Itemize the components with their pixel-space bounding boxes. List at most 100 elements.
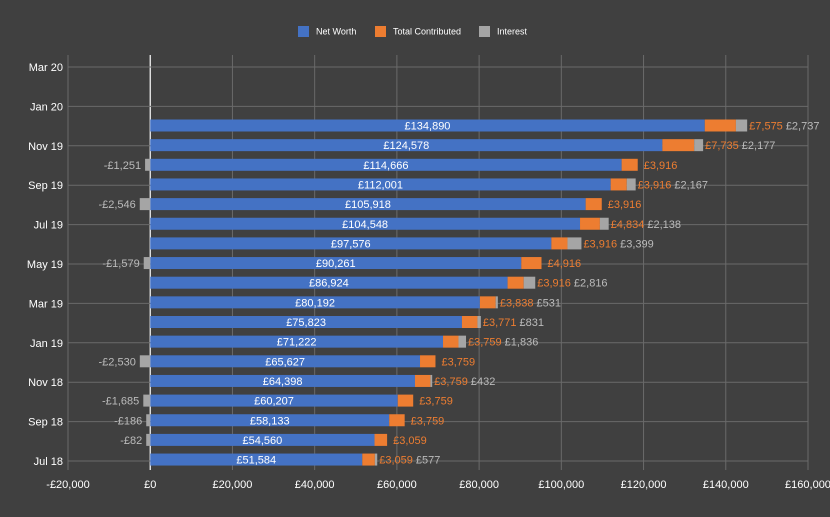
legend-swatch-1 xyxy=(375,26,386,37)
label-contributed: £3,916 xyxy=(638,179,672,191)
bar-net-worth xyxy=(150,198,586,211)
y-tick-label: Nov 19 xyxy=(28,141,63,153)
x-tick-label: £140,000 xyxy=(703,479,749,491)
label-contributed: £3,759 xyxy=(419,396,453,408)
x-tick-label: £20,000 xyxy=(213,479,253,491)
x-tick-label: £100,000 xyxy=(538,479,584,491)
bar-net-worth xyxy=(150,453,363,466)
bar-interest xyxy=(458,335,467,348)
bar-interest xyxy=(430,374,433,387)
bar-contributed xyxy=(397,394,414,407)
bar-net-worth xyxy=(150,276,508,289)
bar-interest xyxy=(374,453,378,466)
label-contributed: £3,759 xyxy=(441,356,475,368)
bar-interest xyxy=(567,237,582,250)
label-contributed: £3,916 xyxy=(644,160,678,172)
label-interest: -£1,685 xyxy=(102,396,139,408)
bar-net-worth xyxy=(150,296,480,309)
label-net-worth: £60,207 xyxy=(254,396,294,408)
bar-net-worth xyxy=(150,355,421,368)
x-tick-label: £160,000 xyxy=(785,479,830,491)
bar-net-worth xyxy=(150,178,611,191)
label-interest: £531 xyxy=(537,297,561,309)
x-tick-label: £0 xyxy=(144,479,156,491)
bar-contributed xyxy=(580,217,600,230)
label-net-worth: £75,823 xyxy=(286,317,326,329)
y-tick-label: Nov 18 xyxy=(28,377,63,389)
legend-label-2: Interest xyxy=(497,27,528,37)
bar-interest xyxy=(146,414,151,427)
y-tick-label: Sep 19 xyxy=(28,180,63,192)
label-net-worth: £80,192 xyxy=(295,297,335,309)
bar-interest xyxy=(143,394,151,407)
x-tick-label: £120,000 xyxy=(621,479,667,491)
x-tick-label: -£20,000 xyxy=(46,479,89,491)
label-net-worth: £104,548 xyxy=(342,219,388,231)
bar-net-worth xyxy=(150,119,705,132)
label-interest: £432 xyxy=(471,376,495,388)
label-contributed: £4,916 xyxy=(548,258,582,270)
label-contributed: £3,759 xyxy=(411,415,445,427)
bar-interest xyxy=(139,355,151,368)
bar-contributed xyxy=(585,198,602,211)
label-net-worth: £86,924 xyxy=(309,278,349,290)
x-tick-label: £40,000 xyxy=(295,479,335,491)
bar-net-worth xyxy=(150,237,552,250)
bar-interest xyxy=(523,276,536,289)
bar-net-worth xyxy=(150,433,375,446)
label-interest: -£2,530 xyxy=(99,356,136,368)
label-net-worth: £112,001 xyxy=(358,179,403,191)
label-contributed: £3,759 xyxy=(468,337,502,349)
label-net-worth: £105,918 xyxy=(345,199,391,211)
label-interest: £577 xyxy=(416,455,440,467)
bar-contributed xyxy=(362,453,375,466)
bar-contributed xyxy=(443,335,459,348)
y-axis-labels: Mar 20 Jan 20 Nov 19 Sep 19 Jul 19 May 19 Mar … xyxy=(27,62,63,468)
bar-net-worth xyxy=(150,139,663,152)
y-tick-label: Jan 19 xyxy=(30,338,63,350)
label-contributed: £7,575 xyxy=(749,121,783,133)
bar-contributed xyxy=(389,414,405,427)
y-tick-label: Sep 18 xyxy=(28,417,63,429)
bar-net-worth xyxy=(150,316,462,328)
y-tick-label: Mar 19 xyxy=(29,298,63,310)
label-contributed: £3,059 xyxy=(379,455,413,467)
bar-net-worth xyxy=(150,158,622,171)
label-contributed: £3,838 xyxy=(500,297,534,309)
bar-net-worth xyxy=(150,374,415,387)
label-contributed: £3,059 xyxy=(393,435,427,447)
y-tick-label: Jul 18 xyxy=(34,456,63,468)
label-net-worth: £65,627 xyxy=(265,356,305,368)
label-interest: -£2,546 xyxy=(98,199,135,211)
label-interest: -£1,579 xyxy=(102,258,139,270)
label-interest: -£186 xyxy=(114,415,142,427)
y-tick-label: Mar 20 xyxy=(29,62,63,74)
bar-interest xyxy=(145,158,151,171)
label-interest: £2,167 xyxy=(674,179,708,191)
bar-contributed xyxy=(414,374,431,387)
label-contributed: £7,735 xyxy=(705,140,739,152)
x-axis-labels: -£20,000 £0 £20,000 £40,000 £60,000 £80,000 £1… xyxy=(46,479,830,491)
x-tick-label: £80,000 xyxy=(459,479,499,491)
y-tick-label: May 19 xyxy=(27,259,63,271)
label-net-worth: £58,133 xyxy=(250,415,290,427)
label-net-worth: £124,578 xyxy=(383,140,429,152)
bar-net-worth xyxy=(150,394,398,407)
bar-contributed xyxy=(461,316,478,328)
legend-label-1: Total Contributed xyxy=(393,27,461,37)
bar-net-worth xyxy=(150,335,444,348)
label-interest: £2,737 xyxy=(786,121,820,133)
bar-interest xyxy=(735,119,748,132)
bars: £134,890 £7,575 £2,737 £124,578 £7,735 £2,177… xyxy=(98,119,820,467)
bar-net-worth xyxy=(150,257,522,270)
label-net-worth: £71,222 xyxy=(277,337,317,349)
bar-contributed xyxy=(551,237,568,250)
x-tick-label: £60,000 xyxy=(377,479,417,491)
label-interest: £3,399 xyxy=(620,238,654,250)
bar-contributed xyxy=(374,433,388,446)
label-interest: £2,177 xyxy=(742,140,776,152)
bar-contributed xyxy=(621,158,638,171)
label-contributed: £3,916 xyxy=(537,278,571,290)
label-contributed: £3,916 xyxy=(608,199,642,211)
